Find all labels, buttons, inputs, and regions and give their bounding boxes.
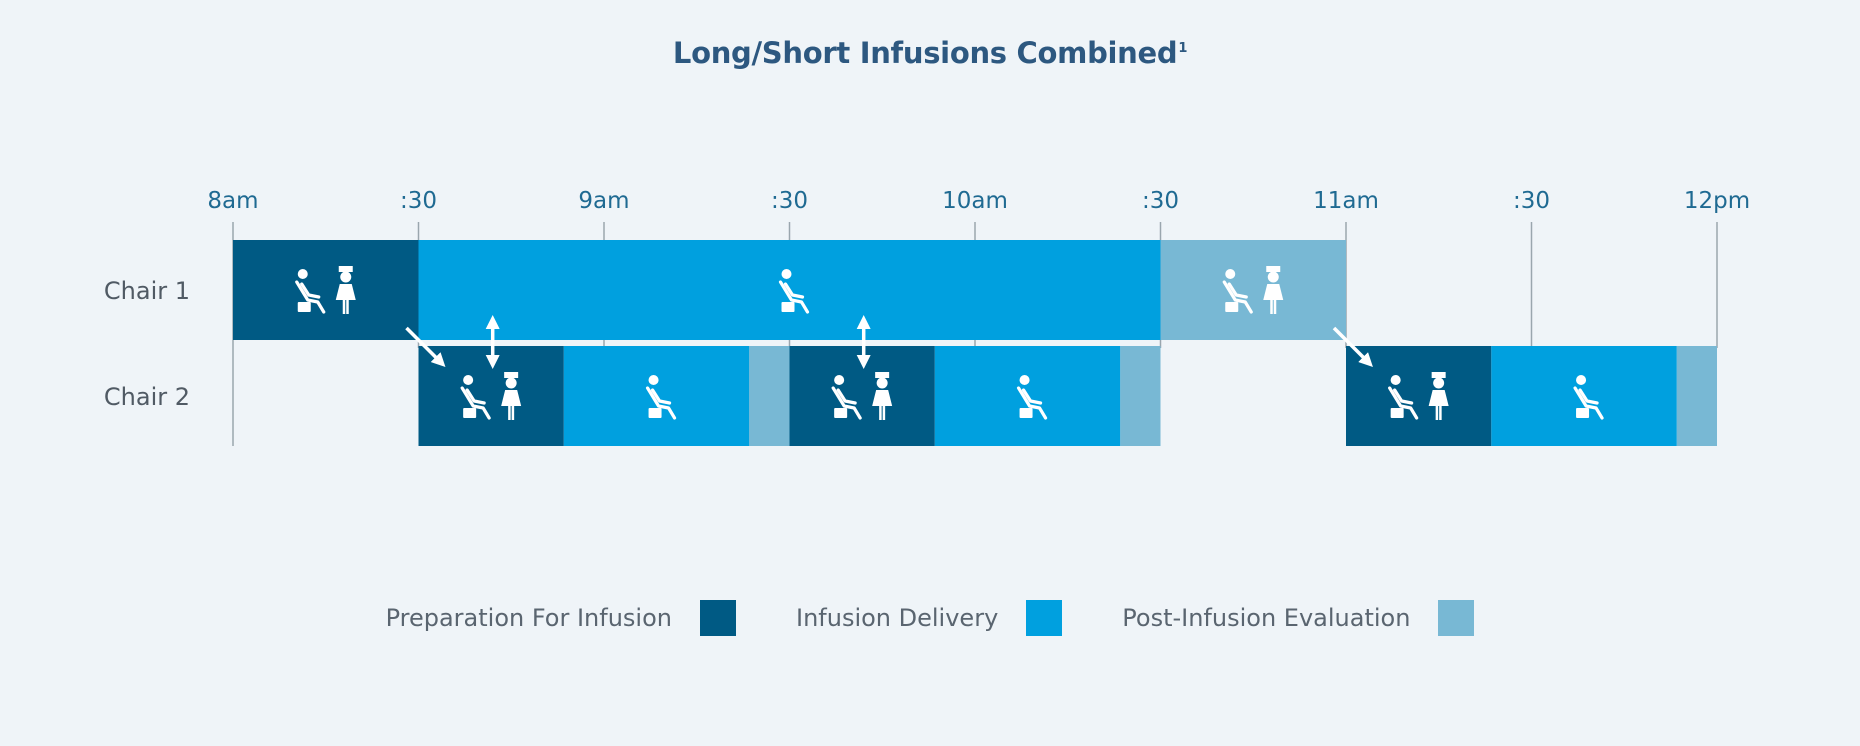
tick-label: :30: [1142, 188, 1179, 214]
chart-title: Long/Short Infusions Combined1: [0, 36, 1860, 70]
tick-label: 8am: [207, 188, 258, 214]
row-label: Chair 2: [104, 383, 190, 411]
legend-item-post: Post-Infusion Evaluation: [1122, 600, 1475, 636]
legend-label: Infusion Delivery: [796, 604, 999, 632]
segment-post: [1120, 346, 1161, 446]
legend-swatch-delivery: [1026, 600, 1063, 636]
tick-label: :30: [1513, 188, 1550, 214]
legend-label: Preparation For Infusion: [385, 604, 672, 632]
legend-item-prep: Preparation For Infusion: [386, 600, 736, 636]
row-label: Chair 1: [104, 277, 190, 305]
segment-post: [1676, 346, 1717, 446]
tick-label: :30: [771, 188, 808, 214]
handoff-arrow: [405, 326, 446, 367]
chart-title-text: Long/Short Infusions Combined: [672, 36, 1178, 70]
x-axis: 8am :30 9am :30 10am :30 11am :30 12pm: [207, 188, 1750, 446]
tick-label: :30: [400, 188, 437, 214]
tick-label: 11am: [1313, 188, 1379, 214]
legend: Preparation For Infusion Infusion Delive…: [0, 600, 1860, 636]
legend-item-delivery: Infusion Delivery: [796, 600, 1063, 636]
chair-row: Chair 1: [104, 240, 1346, 340]
segment-prep: [233, 240, 419, 340]
legend-swatch-prep: [700, 600, 736, 636]
chair-row: Chair 2: [104, 346, 1717, 446]
legend-label: Post-Infusion Evaluation: [1122, 604, 1411, 632]
title-footnote-marker: 1: [1178, 41, 1188, 57]
legend-swatch-post: [1438, 600, 1475, 636]
segment-post: [1160, 240, 1346, 340]
tick-label: 10am: [942, 188, 1008, 214]
tick-label: 9am: [578, 188, 629, 214]
segment-post: [749, 346, 790, 446]
handoff-arrow: [1332, 326, 1373, 367]
arrows: [405, 315, 1373, 369]
tick-label: 12pm: [1684, 188, 1750, 214]
